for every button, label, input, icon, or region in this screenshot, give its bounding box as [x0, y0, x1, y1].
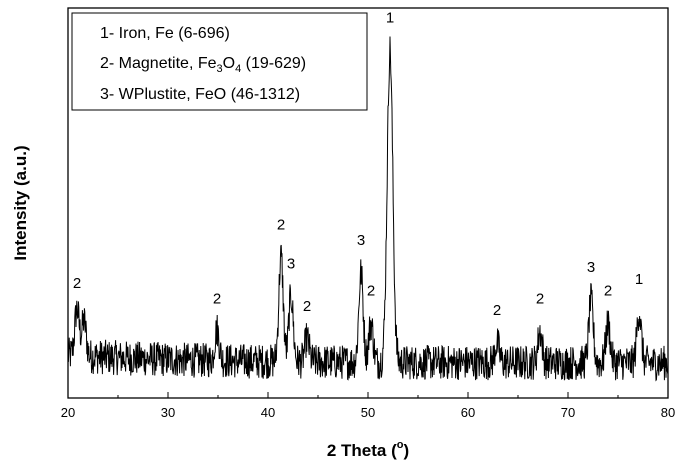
x-tick-label: 70	[561, 405, 575, 420]
legend-entry-3: 3- WPlustite, FeO (46-1312)	[100, 86, 300, 103]
x-tick-label: 60	[461, 405, 475, 420]
x-tick-label: 80	[661, 405, 675, 420]
peak-label: 2	[367, 283, 375, 300]
legend-entry-2-post: (19-629)	[241, 55, 306, 72]
legend-entry-2-mid: O	[223, 55, 235, 72]
legend-entry-2: 2- Magnetite, Fe3O4 (19-629)	[100, 55, 306, 75]
legend-box	[71, 12, 368, 111]
x-axis-title: 2 Theta (o)	[327, 439, 409, 460]
legend-entry-1: 1- Iron, Fe (6-696)	[100, 25, 230, 42]
peak-label: 2	[493, 302, 501, 319]
legend-entry-2-pre: 2- Magnetite, Fe	[100, 55, 217, 72]
legend: 1- Iron, Fe (6-696) 2- Magnetite, Fe3O4 …	[71, 12, 368, 111]
x-tick-label: 30	[161, 405, 175, 420]
peak-label: 1	[635, 271, 643, 288]
x-axis-title-end: )	[403, 441, 409, 460]
peak-label: 3	[587, 259, 595, 276]
x-tick-label: 20	[61, 405, 75, 420]
legend-entry-2-sub2: 4	[235, 63, 241, 75]
xrd-series-line	[67, 36, 669, 382]
x-axis-title-sup: o	[397, 439, 404, 451]
peak-label: 2	[303, 298, 311, 315]
peak-label: 2	[73, 275, 81, 292]
peak-label: 2	[213, 290, 221, 307]
y-axis-title: Intensity (a.u.)	[11, 145, 30, 260]
peak-label: 1	[386, 10, 394, 27]
legend-entry-2-sub1: 3	[217, 63, 223, 75]
x-axis-ticks: 20 30 40 50 60 70 80	[61, 392, 675, 420]
peak-label: 3	[357, 232, 365, 249]
peak-label: 2	[277, 216, 285, 233]
x-tick-label: 50	[361, 405, 375, 420]
x-tick-label: 40	[261, 405, 275, 420]
peak-label: 3	[287, 255, 295, 272]
peak-label: 2	[536, 290, 544, 307]
peak-label: 2	[604, 283, 612, 300]
x-axis-title-main: 2 Theta (	[327, 441, 397, 460]
